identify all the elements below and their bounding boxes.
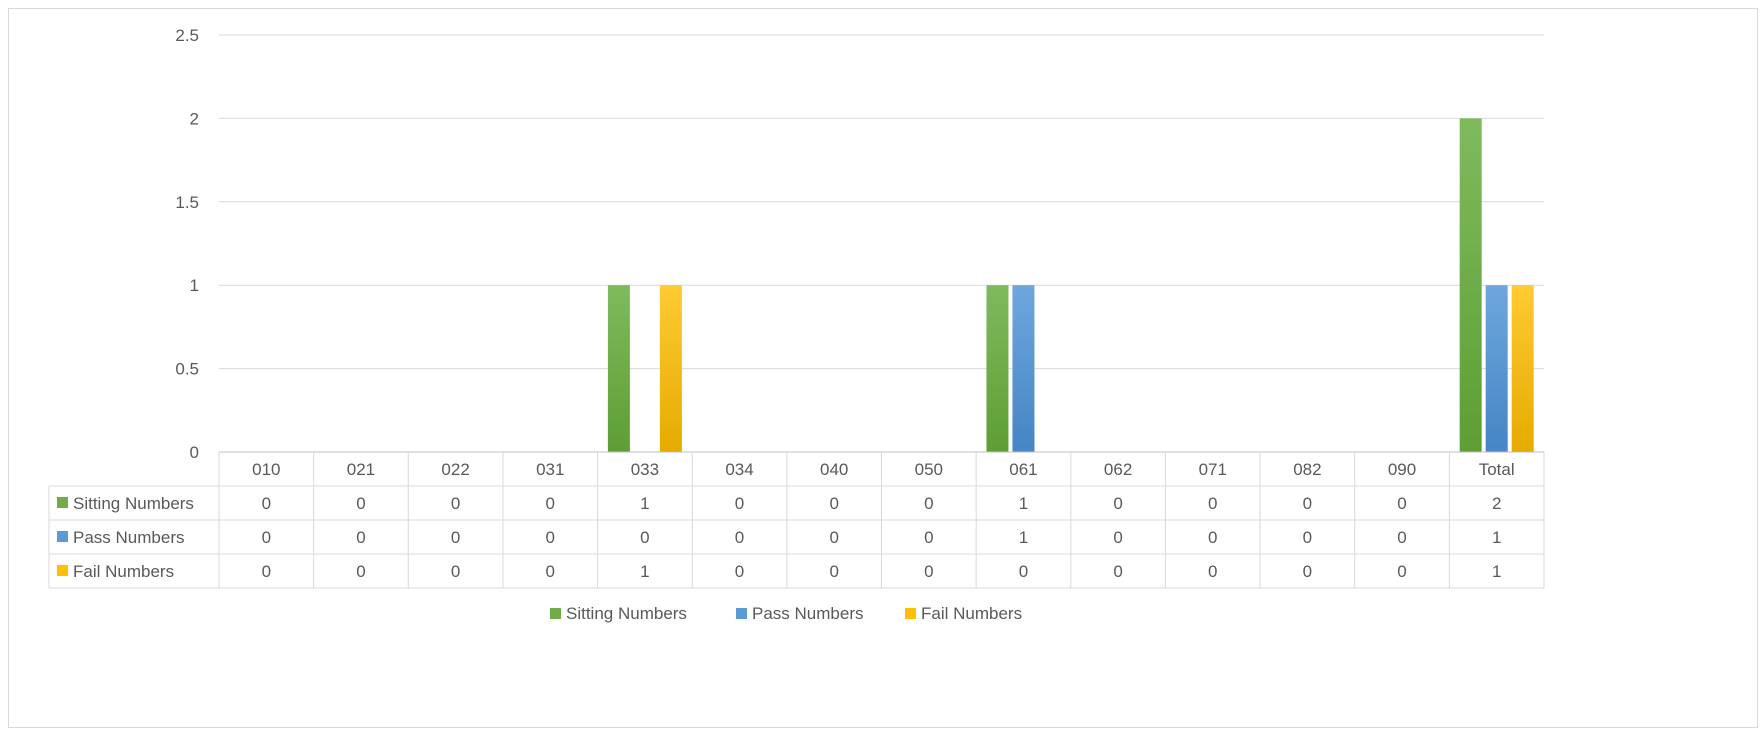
data-label: 0 xyxy=(1397,562,1406,581)
table-legend-key xyxy=(57,565,68,576)
x-tick-label: Total xyxy=(1479,460,1515,479)
data-label: 0 xyxy=(924,494,933,513)
data-label: 0 xyxy=(451,562,460,581)
y-tick-label: 2 xyxy=(190,109,199,128)
x-tick-label: 031 xyxy=(536,460,564,479)
data-label: 1 xyxy=(640,494,649,513)
data-label: 0 xyxy=(546,562,555,581)
data-label: 0 xyxy=(262,528,271,547)
data-label: 0 xyxy=(1397,528,1406,547)
bar xyxy=(659,285,682,452)
data-label: 2 xyxy=(1492,494,1501,513)
table-row-label: Pass Numbers xyxy=(73,528,184,547)
y-tick-label: 2.5 xyxy=(175,26,199,45)
table-row-label: Fail Numbers xyxy=(73,562,174,581)
data-label: 0 xyxy=(262,562,271,581)
data-label: 1 xyxy=(1492,528,1501,547)
data-label: 0 xyxy=(1113,528,1122,547)
data-label: 0 xyxy=(356,562,365,581)
gridlines xyxy=(219,34,1544,370)
data-label: 0 xyxy=(1208,562,1217,581)
table-legend-key xyxy=(57,531,68,542)
data-label: 1 xyxy=(1492,562,1501,581)
data-label: 0 xyxy=(356,494,365,513)
legend-label: Fail Numbers xyxy=(921,604,1022,623)
data-label: 1 xyxy=(640,562,649,581)
legend: Sitting Numbers Pass Numbers Fail Numbers xyxy=(550,604,1022,623)
x-tick-label: 033 xyxy=(631,460,659,479)
data-label: 0 xyxy=(1208,494,1217,513)
data-label: 0 xyxy=(829,562,838,581)
legend-key xyxy=(905,608,916,619)
data-label: 0 xyxy=(451,494,460,513)
legend-key xyxy=(736,608,747,619)
data-label: 0 xyxy=(924,528,933,547)
data-label: 0 xyxy=(451,528,460,547)
y-tick-label: 0 xyxy=(190,443,199,462)
bar xyxy=(607,285,630,452)
data-label: 0 xyxy=(546,528,555,547)
data-label: 0 xyxy=(1113,494,1122,513)
data-label: 1 xyxy=(1019,528,1028,547)
bar xyxy=(1511,285,1534,452)
x-tick-label: 040 xyxy=(820,460,848,479)
x-tick-label: 071 xyxy=(1199,460,1227,479)
y-tick-label: 0.5 xyxy=(175,360,199,379)
data-label: 0 xyxy=(262,494,271,513)
y-tick-label: 1.5 xyxy=(175,193,199,212)
data-label: 0 xyxy=(1208,528,1217,547)
data-label: 0 xyxy=(1303,494,1312,513)
data-label: 0 xyxy=(1397,494,1406,513)
data-label: 0 xyxy=(1113,562,1122,581)
x-tick-label: 090 xyxy=(1388,460,1416,479)
data-label: 0 xyxy=(1303,562,1312,581)
data-label: 0 xyxy=(1019,562,1028,581)
bars xyxy=(607,118,1534,453)
data-label: 0 xyxy=(829,528,838,547)
chart-svg: 00.511.522.5 010 021 022 031 033 034 040 050 061… xyxy=(48,26,1545,623)
bar xyxy=(1485,285,1508,452)
x-tick-label: 082 xyxy=(1293,460,1321,479)
chart-frame: 0 0.5 1 1.5 2 2.5 010 021 022 031 033 034 040 050 061… xyxy=(8,8,1758,728)
data-table: 010 021 022 031 033 034 040 050 061 062 071 082 090 T… xyxy=(48,451,1545,589)
x-tick-label: 021 xyxy=(347,460,375,479)
legend-label: Sitting Numbers xyxy=(566,604,687,623)
bar xyxy=(1459,118,1482,453)
y-axis-tick-labels: 0 0.5 1 1.5 2 2.5 xyxy=(175,26,199,462)
x-tick-label: 050 xyxy=(915,460,943,479)
x-tick-label: 022 xyxy=(441,460,469,479)
data-label: 0 xyxy=(829,494,838,513)
data-label: 0 xyxy=(735,528,744,547)
data-label: 0 xyxy=(546,494,555,513)
bar xyxy=(1012,285,1035,452)
y-tick-label: 1 xyxy=(190,276,199,295)
legend-label: Pass Numbers xyxy=(752,604,863,623)
legend-key xyxy=(550,608,561,619)
x-tick-label: 061 xyxy=(1009,460,1037,479)
data-label: 0 xyxy=(640,528,649,547)
data-label: 0 xyxy=(735,562,744,581)
bar xyxy=(986,285,1009,452)
x-tick-label: 062 xyxy=(1104,460,1132,479)
data-label: 0 xyxy=(924,562,933,581)
table-row-label: Sitting Numbers xyxy=(73,494,194,513)
data-label: 0 xyxy=(735,494,744,513)
x-tick-label: 010 xyxy=(252,460,280,479)
data-label: 1 xyxy=(1019,494,1028,513)
data-label: 0 xyxy=(1303,528,1312,547)
x-tick-label: 034 xyxy=(725,460,753,479)
data-label: 0 xyxy=(356,528,365,547)
table-legend-key xyxy=(57,497,68,508)
